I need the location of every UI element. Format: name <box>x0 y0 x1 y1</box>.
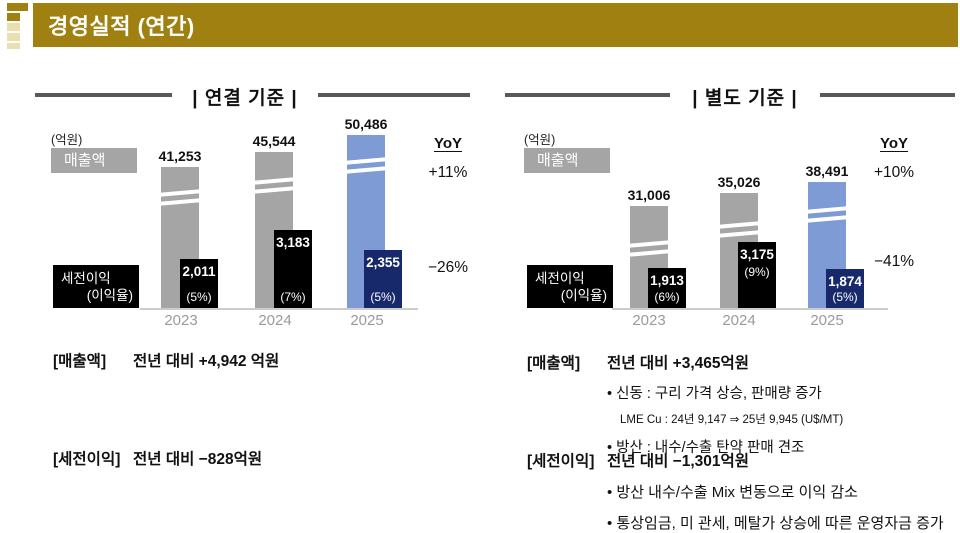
summary-text: 전년 대비 +3,465억원 <box>607 355 750 372</box>
title-rule-left <box>35 93 172 97</box>
legend-profit-badge: 세전이익 (이익율) <box>527 265 613 308</box>
summary-tag: [매출액] <box>53 353 107 370</box>
axis-break-mark <box>630 249 668 257</box>
x-axis-line <box>612 308 888 310</box>
page-title: 경영실적 (연간) <box>48 14 195 39</box>
axis-break-mark <box>808 215 846 223</box>
profit-value-label: 3,175 <box>740 247 774 262</box>
profit-pct-label: (5%) <box>832 290 858 304</box>
yoy-profit-value: −41% <box>873 253 915 270</box>
profit-pct-label: (9%) <box>744 265 770 279</box>
page-title-bar: 경영실적 (연간) <box>33 3 958 47</box>
profit-value-label: 2,355 <box>366 255 400 270</box>
summary-bullet: • 방산 : 내수/수출 탄약 판매 견조 <box>607 440 805 456</box>
axis-break-mark <box>720 221 758 229</box>
header-deco-square <box>7 43 20 49</box>
axis-break-mark <box>347 166 385 174</box>
legend-profit-badge: 세전이익 (이익율) <box>53 265 139 308</box>
title-rule-left <box>505 93 670 97</box>
summary-text: 전년 대비 −1,301억원 <box>607 453 750 470</box>
profit-value-label: 1,913 <box>650 273 684 288</box>
header-deco-square <box>7 13 20 21</box>
title-rule-right <box>820 93 955 97</box>
legend-profit-line2: (이익율) <box>86 288 133 303</box>
profit-value-label: 1,874 <box>828 274 862 289</box>
profit-pct-label: (6%) <box>654 290 680 304</box>
legend-profit-line2: (이익율) <box>560 288 607 303</box>
legend-revenue-badge: 매출액 <box>524 148 610 173</box>
summary-subnote: LME Cu : 24년 9,147 ⇒ 25년 9,945 (U$/MT) <box>620 414 844 426</box>
x-axis-year-label: 2023 <box>164 312 198 329</box>
profit-bar-2025: 2,355 (5%) <box>364 250 402 308</box>
axis-break-mark <box>255 186 293 194</box>
profit-bar-2025: 1,874 (5%) <box>826 269 864 308</box>
revenue-value-label: 50,486 <box>344 116 388 132</box>
axis-break-mark <box>161 189 199 197</box>
revenue-value-label: 31,006 <box>627 187 671 203</box>
profit-bar-2023: 1,913 (6%) <box>648 268 686 308</box>
axis-break-mark <box>347 157 385 165</box>
x-axis-year-label: 2024 <box>258 312 292 329</box>
axis-break-mark <box>255 177 293 185</box>
revenue-value-label: 41,253 <box>158 148 202 164</box>
legend-revenue-badge: 매출액 <box>51 148 137 173</box>
x-axis-line <box>140 308 418 310</box>
yoy-header: YoY <box>879 135 909 152</box>
yoy-revenue-value: +10% <box>873 164 915 181</box>
x-axis-year-label: 2023 <box>632 312 666 329</box>
unit-label: (억원) <box>524 133 556 147</box>
yoy-profit-value: −26% <box>427 259 469 276</box>
summary-consolidated-revenue: [매출액] 전년 대비 +4,942 억원 <box>53 349 483 371</box>
revenue-value-label: 35,026 <box>717 174 761 190</box>
axis-break-mark <box>808 206 846 214</box>
yoy-revenue-value: +11% <box>428 164 468 181</box>
legend-profit-line1: 세전이익 <box>61 271 111 286</box>
axis-break-mark <box>630 240 668 248</box>
summary-tag: [세전이익] <box>527 453 595 470</box>
profit-pct-label: (5%) <box>186 290 212 304</box>
x-axis-year-label: 2025 <box>810 312 844 329</box>
axis-break-mark <box>720 230 758 238</box>
revenue-value-label: 38,491 <box>805 163 849 179</box>
profit-bar-2023: 2,011 (5%) <box>180 259 218 308</box>
chart-title-separate: | 별도 기준 | <box>692 88 798 109</box>
axis-break-mark <box>161 198 199 206</box>
x-axis-year-label: 2024 <box>722 312 756 329</box>
x-axis-year-label: 2025 <box>350 312 384 329</box>
summary-bullet: • 방산 내수/수출 Mix 변동으로 이익 감소 <box>607 484 858 501</box>
title-rule-right <box>318 93 470 97</box>
header-deco-square <box>7 23 20 31</box>
summary-tag: [세전이익] <box>53 451 121 468</box>
profit-bar-2024: 3,175 (9%) <box>738 242 776 308</box>
legend-profit-line1: 세전이익 <box>535 271 585 286</box>
profit-pct-label: (5%) <box>370 290 396 304</box>
summary-tag: [매출액] <box>527 355 581 372</box>
summary-separate-profit: [세전이익] 전년 대비 −1,301억원 • 방산 내수/수출 Mix 변동으… <box>527 449 957 533</box>
summary-bullet: • 통상임금, 미 관세, 메탈가 상승에 따른 운영자금 증가 <box>607 515 944 532</box>
profit-value-label: 3,183 <box>276 235 310 250</box>
unit-label: (억원) <box>51 133 83 147</box>
summary-separate-revenue: [매출액] 전년 대비 +3,465억원 • 신동 : 구리 가격 상승, 판매… <box>527 351 957 457</box>
profit-value-label: 2,011 <box>182 264 216 279</box>
yoy-header: YoY <box>433 135 463 152</box>
profit-bar-2024: 3,183 (7%) <box>274 230 312 308</box>
header-deco-bar <box>7 3 28 11</box>
chart-title-consolidated: | 연결 기준 | <box>192 88 298 109</box>
summary-consolidated-profit: [세전이익] 전년 대비 −828억원 <box>53 447 483 469</box>
profit-pct-label: (7%) <box>280 290 306 304</box>
summary-bullet: • 신동 : 구리 가격 상승, 판매량 증가 <box>607 386 822 402</box>
revenue-value-label: 45,544 <box>252 133 296 149</box>
summary-text: 전년 대비 +4,942 억원 <box>133 353 280 370</box>
summary-text: 전년 대비 −828억원 <box>133 451 263 468</box>
header-deco-square <box>7 33 20 41</box>
